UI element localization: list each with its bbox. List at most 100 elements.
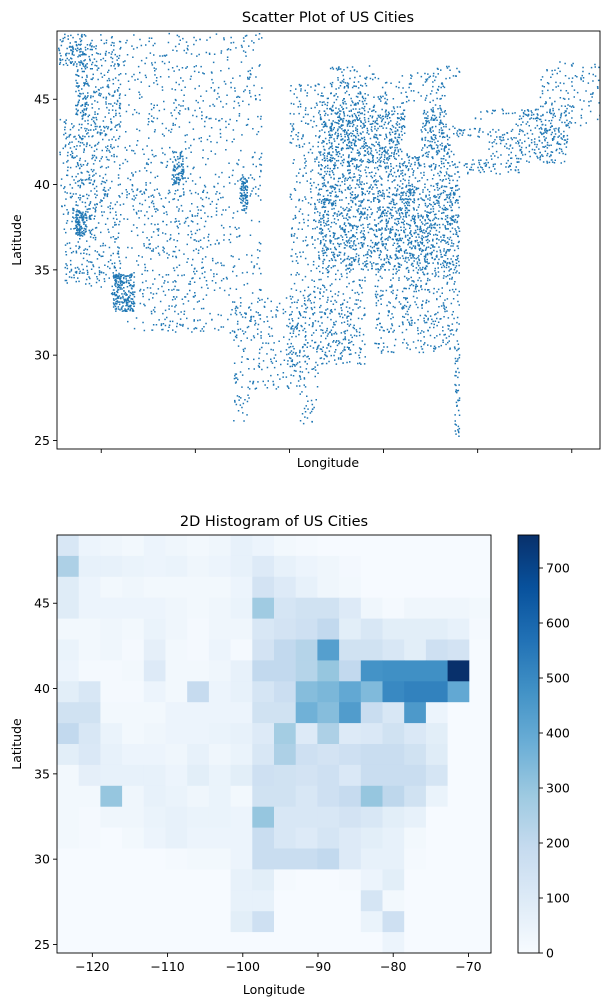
histogram-cell [317,744,340,766]
histogram-cell [143,890,166,912]
histogram-cell [252,890,275,912]
histogram-cell [57,723,80,745]
histogram-cell [469,723,492,745]
histogram-cell [404,827,427,849]
histogram-cell [339,890,362,912]
histogram-cell [57,618,80,640]
histogram-cell [143,618,166,640]
histogram-cell [274,618,297,640]
histogram-cell [382,639,405,661]
histogram-cell [360,744,383,766]
histogram-cell [295,785,318,808]
colorbar-tick-label: 400 [546,726,570,741]
histogram-cell [122,639,145,661]
histogram-cell [165,555,188,578]
histogram-cell [252,681,275,703]
histogram-cell [57,660,80,682]
histogram-cell [143,702,166,724]
histogram-cell [78,848,101,870]
histogram-cell [187,890,210,912]
histogram-cell [317,869,340,891]
histogram-cell [382,890,405,912]
histogram-cell [404,681,427,703]
histogram-cell [317,932,340,954]
histogram-cell [447,806,470,828]
y-tick-label: 30 [34,852,50,867]
histogram-cell [208,723,231,745]
histogram-cell [230,785,253,808]
histogram-cell [100,639,123,661]
histogram-cell [447,597,470,619]
scatter-y-label: Latitude [9,214,24,266]
histogram-cell [252,764,275,787]
histogram-cell [447,660,470,682]
histogram-cell [122,848,145,870]
histogram-cell [317,827,340,849]
histogram-cell [425,576,448,599]
histogram-cell [252,702,275,724]
histogram-cell [78,932,101,954]
histogram-cell [339,660,362,682]
histogram-cell [317,723,340,745]
histogram-cell [187,702,210,724]
histogram-cell [404,848,427,870]
histogram-cell [317,785,340,808]
histogram-cell [122,869,145,891]
histogram-cell [122,555,145,578]
histogram-cell [274,869,297,891]
histogram-cell [469,681,492,703]
histogram-cell [274,535,297,557]
colorbar-ticks: 0 100 200 300 400 500 600 700 [539,561,570,961]
histogram-cell [382,827,405,849]
histogram-cell [447,764,470,787]
histogram-cell [252,597,275,619]
histogram-cell [339,618,362,640]
histogram-cell [252,785,275,808]
histogram-cell [360,535,383,557]
histogram-cell [404,785,427,808]
histogram-cell [317,890,340,912]
histogram-cell [165,723,188,745]
histogram-cell [57,702,80,724]
histogram-cell [382,806,405,828]
histogram-cell [295,764,318,787]
histogram-cell [404,660,427,682]
histogram-cell [57,535,80,557]
histogram-cell [165,618,188,640]
histogram-cell [100,848,123,870]
histogram-cell [425,639,448,661]
histogram-cell [165,535,188,557]
scatter-title: Scatter Plot of US Cities [242,10,414,26]
histogram-y-ticks: 25 30 35 40 45 [34,596,57,952]
colorbar-tick-label: 600 [546,616,570,631]
histogram-cell [208,555,231,578]
histogram-cell [100,702,123,724]
histogram-cell [187,827,210,849]
x-tick-label: −100 [226,959,260,974]
histogram-cell [469,890,492,912]
histogram-cell [425,869,448,891]
x-tick-label: −90 [305,959,331,974]
histogram-cell [447,785,470,808]
histogram-cell [447,555,470,578]
histogram-cell [317,848,340,870]
histogram-cell [295,869,318,891]
histogram-cell [143,555,166,578]
histogram-cell [187,932,210,954]
histogram-cell [295,597,318,619]
histogram-cell [274,827,297,849]
histogram-cell [230,806,253,828]
scatter-axes-frame [56,30,601,450]
histogram-cell [122,785,145,808]
histogram-cell [100,869,123,891]
histogram-cell [57,555,80,578]
histogram-cell [425,890,448,912]
histogram-axes-frame [56,534,492,954]
histogram-cell [339,764,362,787]
histogram-cell [230,744,253,766]
histogram-cell [187,764,210,787]
histogram-cell [208,618,231,640]
histogram-cell [78,723,101,745]
histogram-cell [469,785,492,808]
